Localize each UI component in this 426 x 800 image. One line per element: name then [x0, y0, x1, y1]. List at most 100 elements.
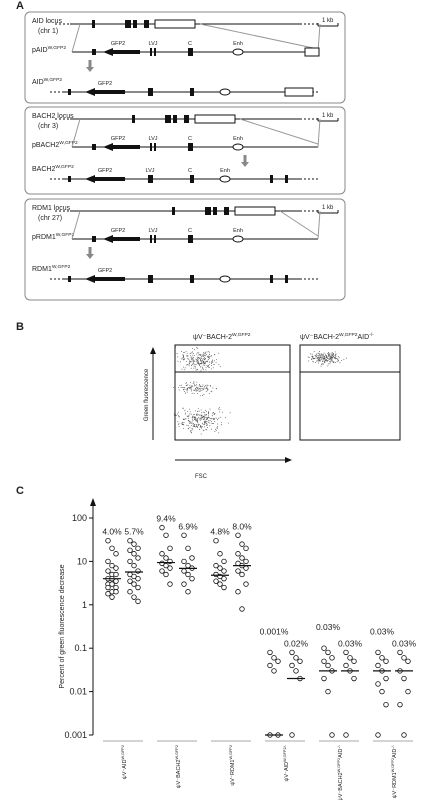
- feature-label: GFP2: [111, 41, 125, 47]
- data-point: [267, 649, 273, 656]
- label: ψV⁻BACH-2W,GFP2AID-/-: [300, 332, 374, 341]
- event-dot: [190, 413, 192, 415]
- event-dot: [334, 351, 336, 353]
- event-dot: [331, 358, 333, 360]
- event-dot: [199, 371, 201, 372]
- event-dot: [210, 385, 211, 387]
- gfp-arrow: [103, 143, 140, 151]
- event-dot: [204, 414, 206, 415]
- event-dot: [187, 355, 189, 357]
- data-point: [235, 568, 241, 574]
- data-point: [375, 662, 381, 669]
- data-point: [375, 732, 381, 738]
- feature-label: LVJ: [148, 228, 157, 234]
- data-point: [379, 688, 385, 695]
- feature-label: C: [188, 41, 192, 47]
- event-dot: [327, 365, 329, 367]
- event-dot: [319, 358, 321, 360]
- data-point: [379, 655, 385, 661]
- event-dot: [334, 356, 336, 358]
- event-dot: [190, 365, 192, 367]
- event-dot: [313, 358, 315, 359]
- data-point: [267, 662, 273, 669]
- event-dot: [341, 360, 343, 361]
- label: ψV⁻RDM1W,GFP2AID-/-: [391, 744, 398, 798]
- data-point: [213, 578, 219, 584]
- event-dot: [200, 353, 202, 355]
- event-dot: [191, 392, 193, 394]
- event-dot: [209, 408, 211, 410]
- event-dot: [204, 384, 206, 386]
- event-dot: [214, 431, 216, 433]
- event-dot: [312, 356, 314, 358]
- event-dot: [197, 359, 199, 361]
- event-dot: [193, 425, 195, 427]
- axis-label: Percent of green fluorescence decrease: [59, 564, 66, 688]
- event-dot: [332, 354, 334, 356]
- event-dot: [204, 365, 206, 366]
- event-dot: [177, 411, 179, 413]
- label: ψV⁻BACH2W,GFP2: [175, 745, 182, 788]
- event-dot: [196, 353, 198, 355]
- event-dot: [338, 357, 340, 359]
- event-dot: [209, 417, 211, 419]
- event-dot: [199, 420, 201, 422]
- event-dot: [188, 422, 190, 424]
- event-dot: [189, 387, 191, 389]
- value-label: 0.001%: [260, 626, 289, 636]
- exon: [68, 276, 71, 282]
- exon: [125, 20, 131, 28]
- data-point: [217, 565, 223, 571]
- event-dot: [203, 362, 205, 364]
- event-dot: [181, 422, 183, 424]
- event-dot: [205, 424, 207, 426]
- event-dot: [190, 388, 192, 390]
- event-dot: [207, 358, 209, 360]
- value-label: 0.03%: [370, 626, 395, 636]
- event-dot: [198, 363, 200, 365]
- event-dot: [319, 353, 321, 355]
- exon-box: [284, 87, 314, 97]
- label: RDM1W,GFP2: [32, 264, 71, 273]
- data-point: [105, 537, 111, 544]
- event-dot: [319, 359, 321, 361]
- event-dot: [331, 357, 333, 359]
- event-dot: [196, 390, 198, 392]
- data-point: [405, 658, 411, 664]
- chromosome: (chr 3): [38, 123, 58, 130]
- event-dot: [175, 346, 177, 348]
- event-dot: [204, 359, 206, 361]
- event-dot: [201, 354, 203, 356]
- event-dot: [185, 351, 187, 352]
- event-dot: [182, 407, 184, 409]
- event-dot: [193, 385, 195, 387]
- enhancer: [232, 143, 244, 151]
- event-dot: [188, 361, 190, 363]
- event-dot: [212, 417, 214, 419]
- data-point: [185, 571, 191, 578]
- event-dot: [205, 390, 207, 392]
- data-point: [113, 589, 119, 595]
- event-dot: [192, 422, 194, 424]
- event-dot: [196, 384, 198, 386]
- event-dot: [203, 352, 205, 354]
- flow-plot: [299, 344, 401, 441]
- event-dot: [329, 358, 331, 360]
- event-dot: [311, 358, 313, 360]
- event-dot: [326, 355, 328, 357]
- data-point: [397, 701, 403, 708]
- event-dot: [316, 357, 318, 359]
- event-dot: [208, 354, 210, 356]
- event-dot: [188, 363, 190, 364]
- event-dot: [187, 386, 189, 388]
- exon: [92, 144, 96, 150]
- feature-label: GFP2: [98, 81, 112, 87]
- event-dot: [343, 358, 345, 360]
- event-dot: [196, 368, 198, 370]
- event-dot: [180, 358, 182, 360]
- event-dot: [210, 428, 212, 430]
- event-dot: [190, 430, 192, 432]
- event-dot: [314, 354, 316, 356]
